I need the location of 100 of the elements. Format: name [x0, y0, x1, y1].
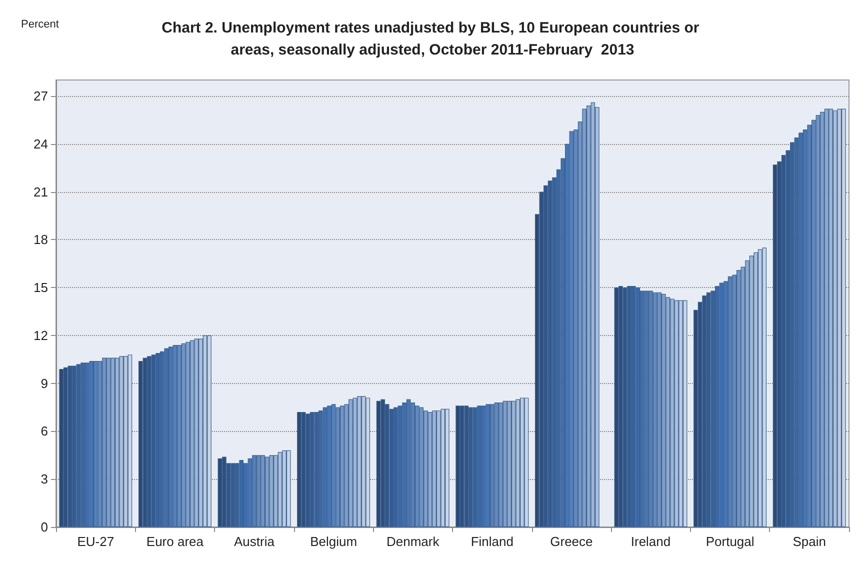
y-tick-label: 3: [40, 472, 48, 487]
bar: [516, 399, 520, 527]
bar: [754, 252, 758, 527]
bar: [151, 354, 156, 527]
bar: [644, 290, 649, 527]
bar: [297, 412, 302, 527]
bar: [398, 406, 402, 527]
chart-title: Chart 2. Unemployment rates unadjusted by BLS, 10 European countries or areas, seasonally adjusted, October 2011-February 2013: [162, 20, 704, 58]
bar: [306, 414, 310, 527]
bar: [138, 360, 143, 527]
bar: [348, 399, 353, 527]
bar: [286, 450, 291, 527]
x-tick-label: Belgium: [310, 534, 358, 549]
x-tick-label: Portugal: [706, 534, 754, 549]
y-tick-label: 15: [34, 280, 48, 296]
bar: [614, 288, 619, 527]
y-tick-label: 6: [40, 424, 48, 439]
bar: [586, 106, 591, 527]
bar: [419, 407, 424, 527]
bar: [652, 292, 658, 527]
bar: [582, 108, 586, 527]
bar: [502, 400, 508, 527]
bar: [106, 358, 111, 527]
bar: [340, 406, 344, 527]
bar: [361, 396, 366, 527]
bar: [234, 463, 240, 527]
bar: [322, 407, 328, 527]
bar: [181, 343, 186, 527]
bar: [160, 351, 164, 527]
bar: [798, 132, 803, 527]
bar: [432, 410, 436, 527]
bar: [172, 345, 178, 527]
x-tick-label: Spain: [792, 534, 826, 549]
bar: [406, 399, 411, 527]
bar: [456, 406, 460, 527]
bar: [494, 402, 499, 527]
y-tick-label: 18: [34, 232, 48, 248]
bar: [207, 335, 212, 527]
bar: [498, 402, 503, 527]
bar: [177, 345, 182, 527]
x-tick-label: Greece: [550, 534, 593, 549]
y-tick-label: 0: [40, 520, 48, 534]
bar: [142, 358, 148, 527]
bar: [230, 463, 235, 527]
bar: [331, 404, 336, 527]
bar: [472, 407, 478, 527]
bar: [98, 360, 102, 527]
bar: [301, 412, 306, 527]
bar: [736, 270, 741, 527]
bar: [252, 455, 256, 527]
bar: [524, 398, 529, 527]
y-tick-label: 27: [34, 88, 48, 104]
y-tick-label: 9: [40, 376, 48, 391]
bar: [706, 292, 711, 527]
bar: [264, 456, 270, 527]
y-tick-label: 21: [34, 184, 48, 200]
bar: [218, 458, 222, 527]
bar: [156, 352, 160, 527]
bar: [68, 366, 72, 527]
bar: [772, 164, 778, 527]
bar: [402, 402, 406, 527]
bar: [260, 455, 265, 527]
bar: [63, 367, 68, 527]
x-tick-label: Ireland: [630, 534, 671, 549]
bar: [728, 276, 732, 527]
bar: [477, 406, 482, 527]
bar: [110, 358, 115, 527]
bar: [464, 406, 469, 527]
bar: [428, 412, 432, 527]
bar: [648, 290, 653, 527]
bar: [749, 256, 754, 527]
bar: [414, 406, 420, 527]
x-tick-label: Euro area: [146, 534, 204, 549]
bar: [164, 348, 169, 527]
bar: [314, 412, 319, 527]
bar: [366, 398, 370, 527]
bar: [832, 110, 838, 527]
bar: [481, 406, 486, 527]
x-tick-label: Denmark: [386, 534, 440, 549]
x-tick-label: Finland: [470, 534, 514, 549]
bar: [202, 335, 208, 527]
bar: [352, 398, 358, 527]
bar: [828, 108, 833, 527]
bar: [511, 400, 516, 527]
bar: [666, 297, 670, 527]
bar: [102, 358, 106, 527]
bar: [278, 452, 282, 527]
bar: [507, 400, 512, 527]
bar: [436, 410, 441, 527]
bar: [119, 356, 124, 527]
bar: [327, 406, 332, 527]
y-axis-title: Percent: [21, 18, 59, 30]
bar: [590, 102, 596, 527]
bar: [824, 108, 829, 527]
bar: [636, 288, 640, 527]
bar: [631, 286, 636, 527]
bar: [310, 412, 314, 527]
bar: [269, 455, 274, 527]
bar: [682, 300, 688, 527]
y-tick-label: 12: [34, 328, 48, 343]
